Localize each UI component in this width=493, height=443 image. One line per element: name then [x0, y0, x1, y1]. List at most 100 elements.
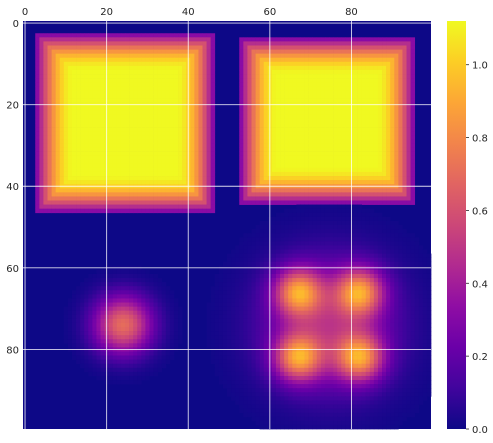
- heatmap-cell: [55, 204, 61, 210]
- heatmap-cell: [369, 61, 375, 67]
- heatmap-cell: [55, 37, 61, 42]
- heatmap-cell: [259, 94, 265, 99]
- heatmap-cell: [280, 131, 285, 136]
- heatmap-cell: [406, 200, 411, 205]
- heatmap-cell: [194, 74, 199, 79]
- heatmap-cell: [394, 220, 399, 226]
- heatmap-cell: [284, 98, 289, 103]
- heatmap-cell: [120, 78, 126, 83]
- heatmap-cell: [125, 78, 130, 83]
- heatmap-cell: [145, 176, 150, 181]
- heatmap-cell: [345, 208, 350, 214]
- heatmap-cell: [214, 290, 220, 295]
- heatmap-cell: [239, 65, 244, 71]
- heatmap-cell: [198, 196, 203, 201]
- heatmap-cell: [386, 53, 391, 59]
- heatmap-cell: [194, 171, 199, 177]
- heatmap-cell: [271, 37, 277, 42]
- heatmap-cell: [308, 53, 314, 59]
- heatmap-cell: [120, 151, 126, 156]
- heatmap-cell: [288, 155, 293, 161]
- heatmap-cell: [120, 49, 126, 54]
- heatmap-cell: [263, 273, 269, 279]
- heatmap-cell: [369, 114, 375, 120]
- heatmap-cell: [100, 90, 105, 95]
- heatmap-cell: [300, 90, 305, 95]
- heatmap-cell: [206, 53, 212, 59]
- heatmap-cell: [288, 237, 293, 242]
- heatmap-cell: [312, 69, 318, 75]
- heatmap-cell: [47, 123, 52, 128]
- heatmap-cell: [210, 53, 216, 59]
- heatmap-cell: [280, 249, 285, 254]
- heatmap-cell: [51, 155, 56, 161]
- heatmap-cell: [153, 196, 158, 201]
- heatmap-cell: [173, 200, 179, 205]
- heatmap-cell: [243, 163, 248, 169]
- heatmap-cell: [259, 225, 265, 230]
- heatmap-cell: [333, 237, 338, 242]
- heatmap-cell: [353, 225, 358, 230]
- heatmap-cell: [337, 143, 342, 148]
- heatmap-cell: [292, 37, 297, 42]
- heatmap-cell: [182, 188, 187, 193]
- heatmap-cell: [120, 90, 126, 95]
- heatmap-cell: [202, 90, 207, 95]
- heatmap-cell: [80, 167, 85, 173]
- heatmap-cell: [137, 37, 142, 42]
- heatmap-cell: [182, 204, 187, 210]
- heatmap-cell: [357, 176, 362, 181]
- heatmap-cell: [402, 94, 407, 99]
- heatmap-cell: [275, 302, 281, 307]
- heatmap-cell: [165, 45, 171, 50]
- heatmap-cell: [263, 233, 269, 238]
- heatmap-cell: [210, 196, 216, 201]
- heatmap-cell: [386, 69, 391, 75]
- heatmap-cell: [247, 90, 252, 95]
- heatmap-cell: [324, 78, 330, 83]
- heatmap-cell: [288, 90, 293, 95]
- heatmap-cell: [284, 143, 289, 148]
- heatmap-cell: [198, 135, 203, 140]
- heatmap-cell: [125, 65, 130, 71]
- heatmap-cell: [316, 118, 322, 124]
- heatmap-cell: [137, 57, 142, 63]
- heatmap-cell: [398, 49, 403, 54]
- heatmap-cell: [320, 143, 326, 148]
- heatmap-cell: [100, 106, 105, 112]
- heatmap-cell: [288, 159, 293, 165]
- heatmap-cell: [55, 98, 61, 103]
- heatmap-cell: [76, 176, 81, 181]
- heatmap-cell: [300, 282, 305, 287]
- heatmap-cell: [329, 135, 334, 140]
- heatmap-cell: [76, 131, 81, 136]
- heatmap-cell: [153, 286, 158, 291]
- heatmap-cell: [337, 290, 342, 295]
- heatmap-cell: [288, 61, 293, 67]
- heatmap-cell: [161, 139, 167, 144]
- heatmap-cell: [55, 82, 61, 87]
- heatmap-cell: [341, 90, 346, 95]
- heatmap-cell: [129, 135, 134, 140]
- heatmap-cell: [369, 298, 375, 303]
- heatmap-cell: [235, 257, 240, 263]
- heatmap-cell: [161, 106, 167, 112]
- heatmap-cell: [377, 233, 383, 238]
- heatmap-cell: [337, 114, 342, 120]
- heatmap-cell: [394, 261, 399, 267]
- heatmap-cell: [386, 237, 391, 242]
- heatmap-cell: [190, 41, 195, 46]
- heatmap-cell: [300, 127, 305, 132]
- heatmap-cell: [247, 302, 252, 307]
- heatmap-cell: [333, 249, 338, 254]
- heatmap-cell: [369, 200, 375, 205]
- heatmap-cell: [422, 290, 428, 295]
- heatmap-cell: [198, 106, 203, 112]
- heatmap-cell: [165, 196, 171, 201]
- heatmap-cell: [243, 294, 248, 299]
- heatmap-cell: [390, 249, 395, 254]
- heatmap-cell: [88, 65, 93, 71]
- heatmap-cell: [316, 212, 322, 218]
- heatmap-cell: [394, 253, 399, 258]
- heatmap-cell: [239, 163, 244, 169]
